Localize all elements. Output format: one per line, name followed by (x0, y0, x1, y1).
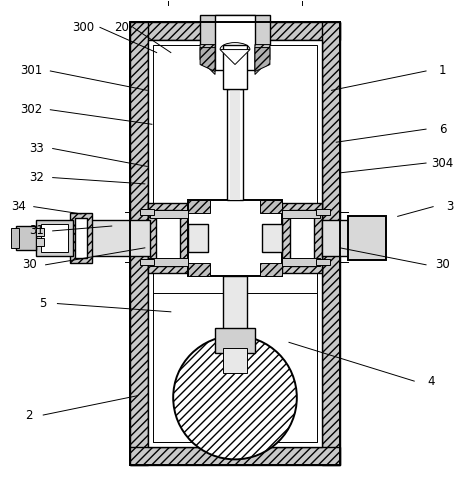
Bar (36, 238, 44, 246)
Bar (262, 224, 282, 252)
Text: 304: 304 (431, 156, 454, 170)
Bar (130, 22, 340, 466)
Bar (153, 45, 317, 442)
Bar (130, 22, 148, 466)
Bar (223, 347, 247, 373)
Bar (150, 258, 188, 266)
Bar (188, 200, 282, 276)
Bar (156, 210, 180, 266)
Polygon shape (200, 45, 215, 74)
Bar (71, 213, 92, 263)
Bar (316, 209, 330, 215)
Bar (188, 224, 208, 252)
Text: 32: 32 (29, 171, 44, 184)
Bar (230, 89, 240, 200)
Bar (322, 22, 340, 466)
Bar (41, 224, 69, 252)
Bar (130, 22, 340, 39)
Bar (316, 259, 330, 265)
Bar (153, 293, 317, 442)
Bar (227, 89, 243, 200)
Bar (130, 22, 340, 466)
Polygon shape (255, 45, 270, 74)
Bar (36, 220, 73, 256)
Bar (36, 228, 44, 236)
Polygon shape (188, 263, 210, 276)
Polygon shape (220, 50, 250, 65)
Bar (75, 218, 87, 258)
Bar (215, 15, 255, 69)
Text: 30: 30 (22, 258, 36, 271)
Polygon shape (260, 263, 282, 276)
Bar (215, 328, 255, 353)
Text: 20: 20 (114, 21, 128, 34)
Bar (140, 209, 154, 215)
Bar (347, 216, 385, 260)
Polygon shape (255, 48, 270, 71)
Text: 6: 6 (439, 122, 447, 136)
Bar (223, 45, 247, 89)
Text: 301: 301 (20, 65, 43, 77)
Bar (290, 210, 314, 266)
Bar (140, 259, 154, 265)
Text: 34: 34 (11, 200, 26, 213)
Bar (11, 228, 18, 248)
Text: 30: 30 (435, 258, 450, 271)
Bar (223, 276, 247, 333)
Circle shape (173, 336, 297, 459)
Bar (282, 210, 320, 218)
Text: 2: 2 (25, 409, 33, 421)
Text: 5: 5 (39, 297, 47, 310)
Bar (148, 203, 188, 273)
Bar (282, 203, 322, 273)
Bar (81, 220, 150, 256)
Polygon shape (200, 48, 215, 71)
Text: 31: 31 (29, 225, 44, 237)
Bar (282, 258, 320, 266)
Bar (150, 210, 188, 218)
Bar (16, 226, 36, 250)
Text: 4: 4 (427, 375, 435, 388)
Bar (200, 15, 270, 45)
Bar (322, 220, 382, 256)
Polygon shape (188, 200, 210, 213)
Text: 1: 1 (439, 65, 447, 77)
Polygon shape (260, 200, 282, 213)
Text: 302: 302 (20, 103, 43, 116)
Bar (148, 39, 322, 448)
Bar (130, 448, 340, 466)
Text: 33: 33 (29, 142, 44, 155)
Text: 3: 3 (446, 200, 453, 213)
Text: 300: 300 (73, 21, 94, 34)
